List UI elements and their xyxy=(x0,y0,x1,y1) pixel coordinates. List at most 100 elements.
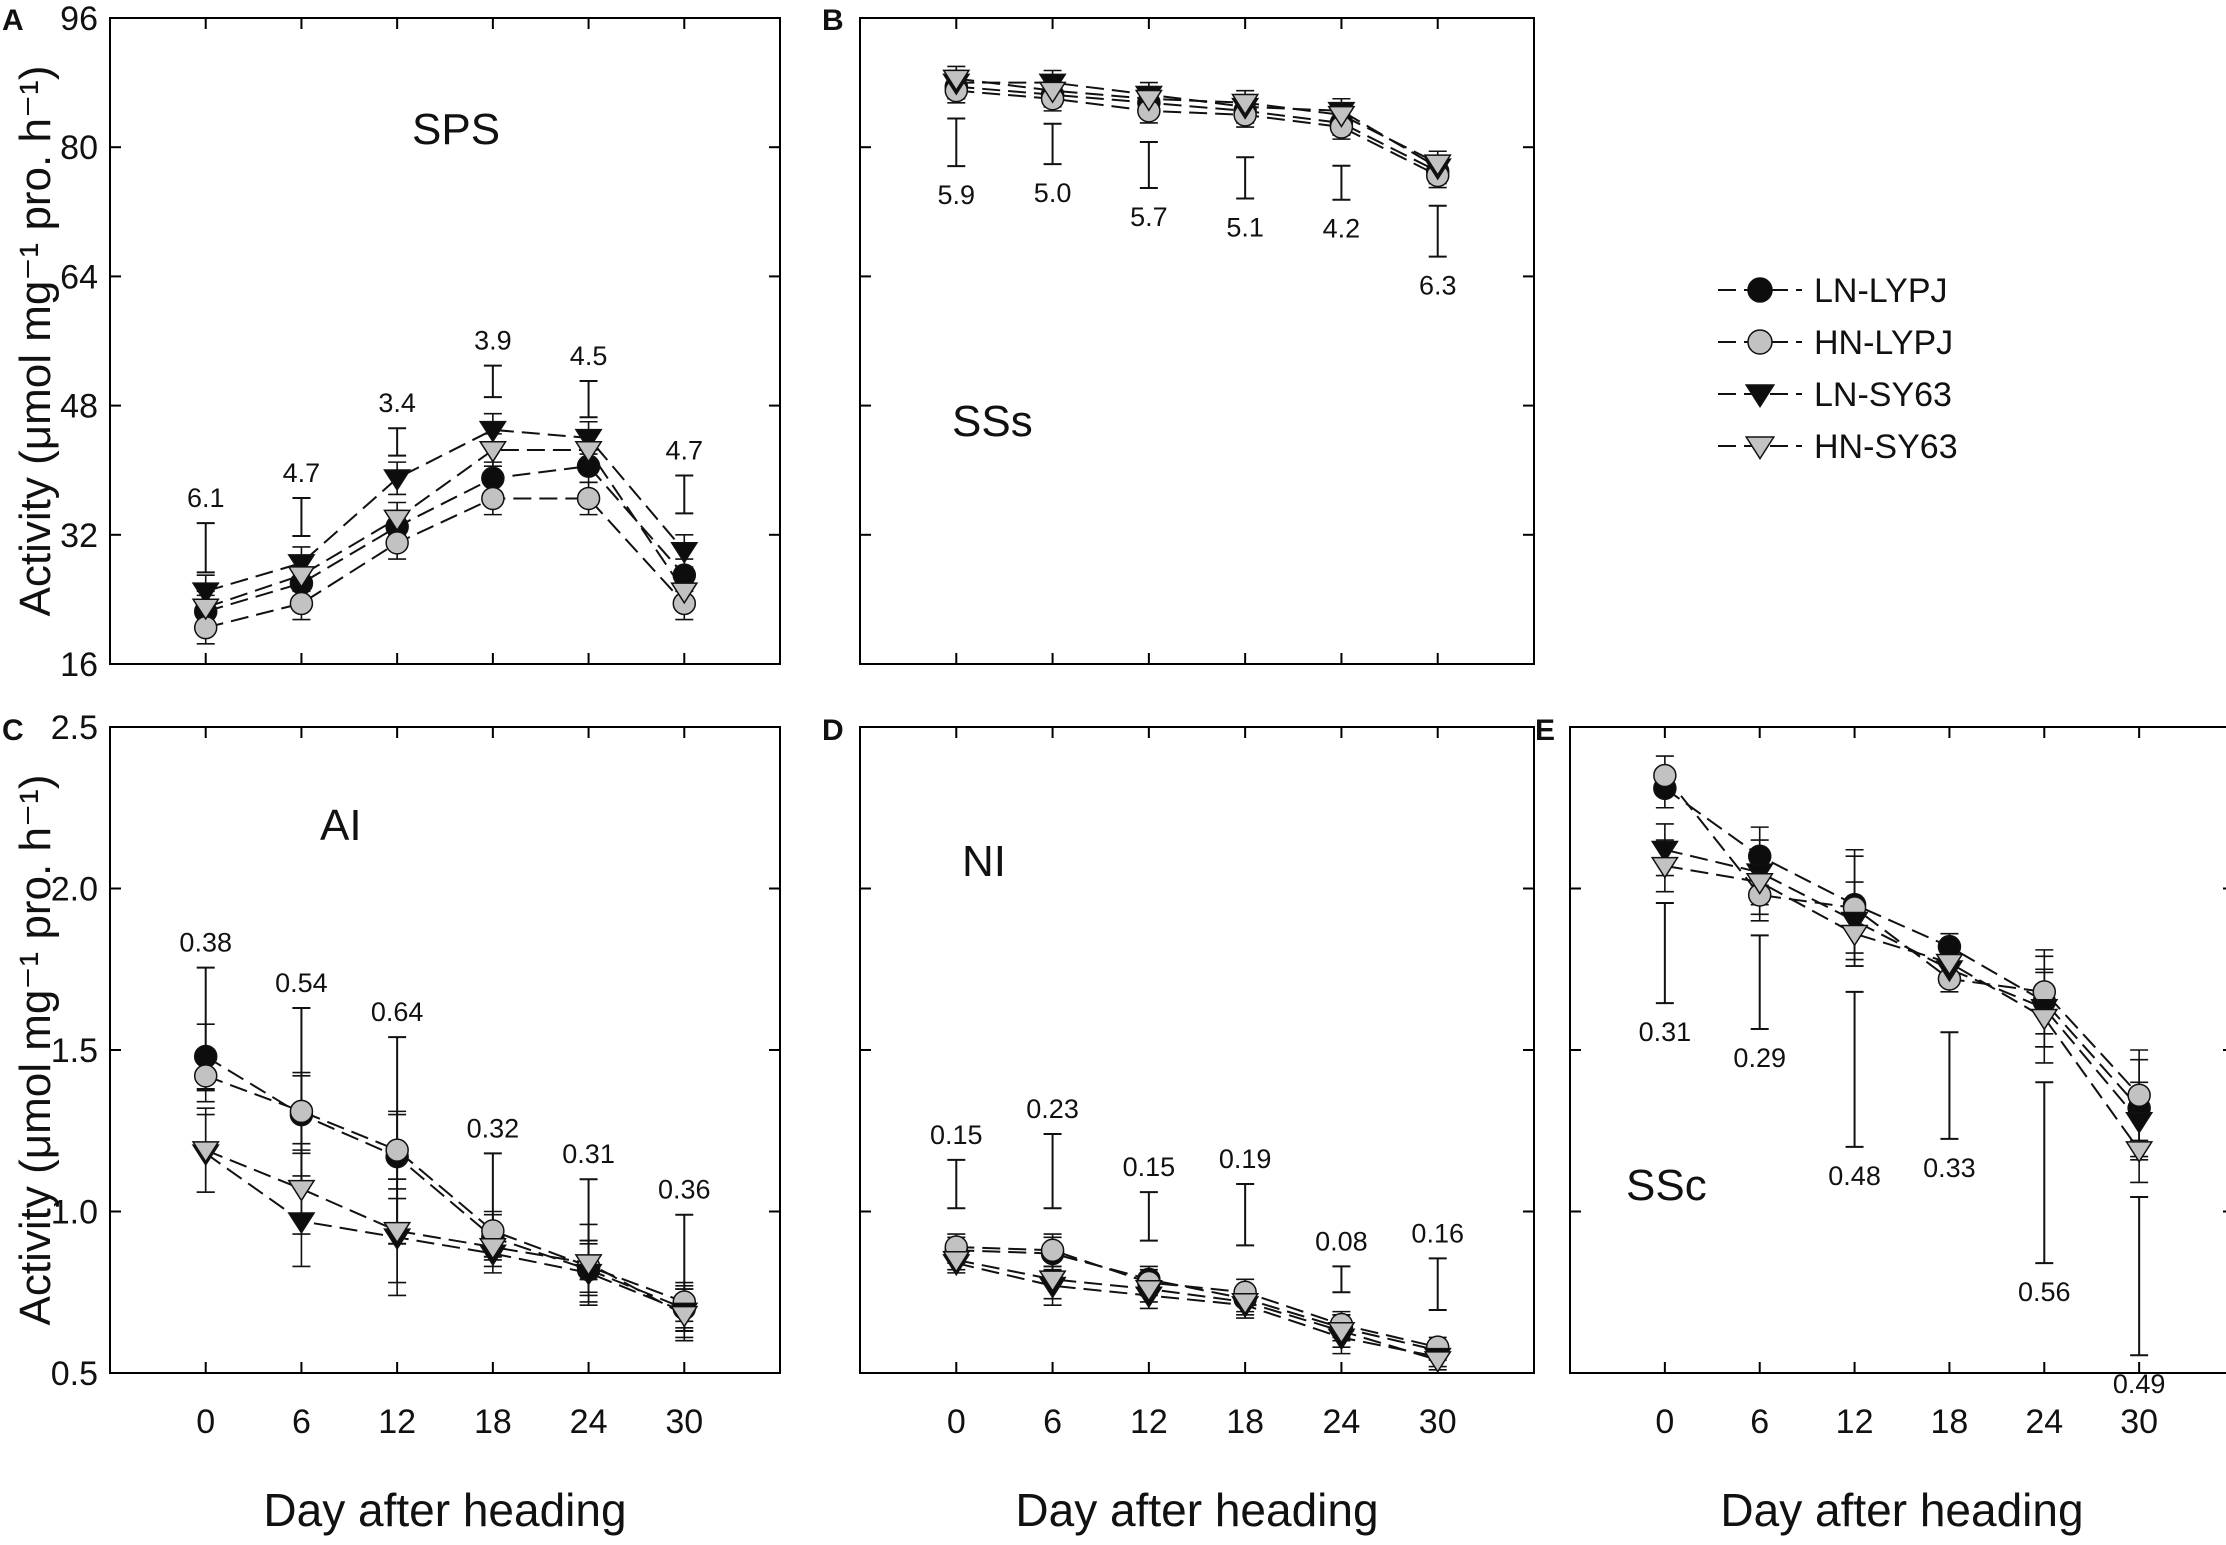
data-point-hn-lypj xyxy=(1653,763,1677,788)
panel-frame xyxy=(859,17,1535,665)
x-axis-label: Day after heading xyxy=(263,1484,626,1536)
lsd-bar xyxy=(1332,164,1351,201)
data-point-hn-sy63 xyxy=(478,441,507,463)
lsd-label: 0.29 xyxy=(1733,1043,1786,1073)
series-line-ln-sy63 xyxy=(1664,848,2140,1122)
data-point-hn-sy63 xyxy=(1327,105,1356,128)
panel-letter: E xyxy=(1535,714,1555,747)
data-point-hn-sy63 xyxy=(287,1179,316,1202)
y-axis-label: Activity (μmol mg⁻¹ pro. h⁻¹) xyxy=(11,66,60,617)
x-axis-label: Day after heading xyxy=(1720,1484,2083,1536)
panel-frame xyxy=(859,726,1535,1374)
x-tick-label: 24 xyxy=(2025,1403,2063,1441)
data-point-hn-lypj xyxy=(481,486,505,511)
series-line-hn-sy63 xyxy=(1664,864,2140,1151)
data-point-ln-sy63 xyxy=(287,554,316,577)
lsd-label: 4.2 xyxy=(1323,214,1361,244)
x-tick-label: 6 xyxy=(292,1403,311,1441)
lsd-label: 3.9 xyxy=(474,326,512,356)
data-point-hn-sy63 xyxy=(1840,924,1869,947)
y-tick-label: 64 xyxy=(60,258,98,296)
series-line-ln-lypj xyxy=(956,1249,1438,1352)
lsd-bar xyxy=(1139,1191,1158,1242)
data-point-hn-sy63 xyxy=(1935,953,1964,976)
data-point-hn-sy63 xyxy=(2125,1141,2154,1164)
x-tick-label: 30 xyxy=(665,1403,703,1441)
data-point-hn-lypj xyxy=(1040,1238,1065,1263)
data-point-hn-sy63 xyxy=(1038,1270,1067,1293)
series-line-hn-lypj xyxy=(956,1246,1438,1349)
lsd-bar xyxy=(1940,1031,1959,1140)
lsd-label: 0.38 xyxy=(179,928,232,958)
data-point-ln-sy63 xyxy=(1650,840,1679,863)
data-point-hn-sy63 xyxy=(478,1238,507,1260)
lsd-label: 0.15 xyxy=(1123,1152,1176,1182)
data-point-hn-sy63 xyxy=(574,441,603,463)
data-point-hn-lypj xyxy=(576,486,601,511)
lsd-bar xyxy=(675,474,694,515)
x-tick-label: 0 xyxy=(1655,1403,1674,1441)
lsd-bar xyxy=(1750,934,1769,1031)
legend-marker-hn-lypj xyxy=(1747,329,1773,355)
lsd-bar xyxy=(388,427,407,457)
lsd-label: 4.7 xyxy=(283,458,321,488)
legend-label: HN-LYPJ xyxy=(1814,324,1953,362)
data-point-hn-sy63 xyxy=(287,566,316,589)
enzyme-label: NI xyxy=(962,837,1006,886)
lsd-bar xyxy=(1043,1132,1062,1210)
series-line-ln-sy63 xyxy=(956,81,1439,169)
data-point-hn-sy63 xyxy=(1327,1322,1356,1344)
data-point-ln-lypj xyxy=(481,466,505,491)
panel-d: 0 6 12 18 24 30 Day after heading D NI 0.15 0.23 0.… xyxy=(822,714,1535,1536)
lsd-label: 0.31 xyxy=(1639,1017,1692,1047)
lsd-label: 4.7 xyxy=(666,435,704,465)
data-point-hn-lypj xyxy=(385,1138,409,1162)
lsd-label: 5.0 xyxy=(1034,178,1072,208)
lsd-label: 0.08 xyxy=(1315,1226,1368,1256)
series-line-ln-lypj xyxy=(205,465,686,613)
panel-c: 0.5 1.0 1.5 2.0 2.5 0 6 12 18 24 30 Day after headi… xyxy=(2,709,781,1536)
y-axis-label: Activity (μmol mg⁻¹ pro. h⁻¹) xyxy=(11,775,60,1326)
lsd-label: 0.49 xyxy=(2113,1369,2166,1399)
panel-e: 0 6 12 18 24 30 Day after heading E SSc 0.31 0.29 0… xyxy=(1535,714,2226,1536)
series-line-hn-lypj xyxy=(205,1074,685,1303)
x-tick-label: 30 xyxy=(2120,1403,2158,1441)
series-line-ln-lypj xyxy=(1664,787,2140,1109)
series-line-ln-sy63 xyxy=(205,428,686,593)
y-tick-label: 1.0 xyxy=(51,1194,98,1232)
series-line-ln-sy63 xyxy=(956,1262,1438,1358)
data-point-hn-sy63 xyxy=(1231,93,1260,116)
enzyme-label: SSs xyxy=(952,397,1033,446)
panel-letter: C xyxy=(2,714,24,747)
data-point-hn-sy63 xyxy=(1134,89,1163,112)
data-point-hn-lypj xyxy=(385,531,409,555)
series-line-hn-sy63 xyxy=(205,449,686,609)
lsd-bar xyxy=(947,1158,966,1210)
enzyme-label: AI xyxy=(320,801,362,850)
data-point-ln-sy63 xyxy=(478,420,507,443)
data-point-hn-sy63 xyxy=(383,509,412,532)
data-point-hn-sy63 xyxy=(670,582,699,605)
lsd-label: 0.32 xyxy=(467,1113,520,1143)
data-point-ln-sy63 xyxy=(383,469,412,492)
x-tick-label: 12 xyxy=(378,1403,416,1441)
data-point-ln-sy63 xyxy=(670,541,699,564)
lsd-label: 0.54 xyxy=(275,968,328,998)
lsd-bar xyxy=(1236,156,1255,200)
lsd-label: 0.36 xyxy=(658,1175,711,1205)
data-point-hn-sy63 xyxy=(191,598,220,621)
x-tick-label: 6 xyxy=(1750,1403,1769,1441)
panel-b: B SSs 5.9 5.0 5.7 5.1 4.2 6.3 xyxy=(822,4,1535,665)
panel-letter: D xyxy=(822,714,844,747)
x-tick-label: 18 xyxy=(474,1403,512,1441)
y-tick-label: 16 xyxy=(60,646,98,684)
data-point-hn-lypj xyxy=(289,1099,314,1124)
enzyme-label: SSc xyxy=(1626,1161,1707,1210)
panel-frame xyxy=(109,17,781,665)
legend-marker-ln-lypj xyxy=(1747,277,1773,303)
data-point-hn-sy63 xyxy=(1745,873,1774,895)
x-tick-label: 12 xyxy=(1130,1403,1168,1441)
lsd-label: 5.1 xyxy=(1226,212,1264,242)
legend-marker-ln-sy63 xyxy=(1744,384,1776,408)
